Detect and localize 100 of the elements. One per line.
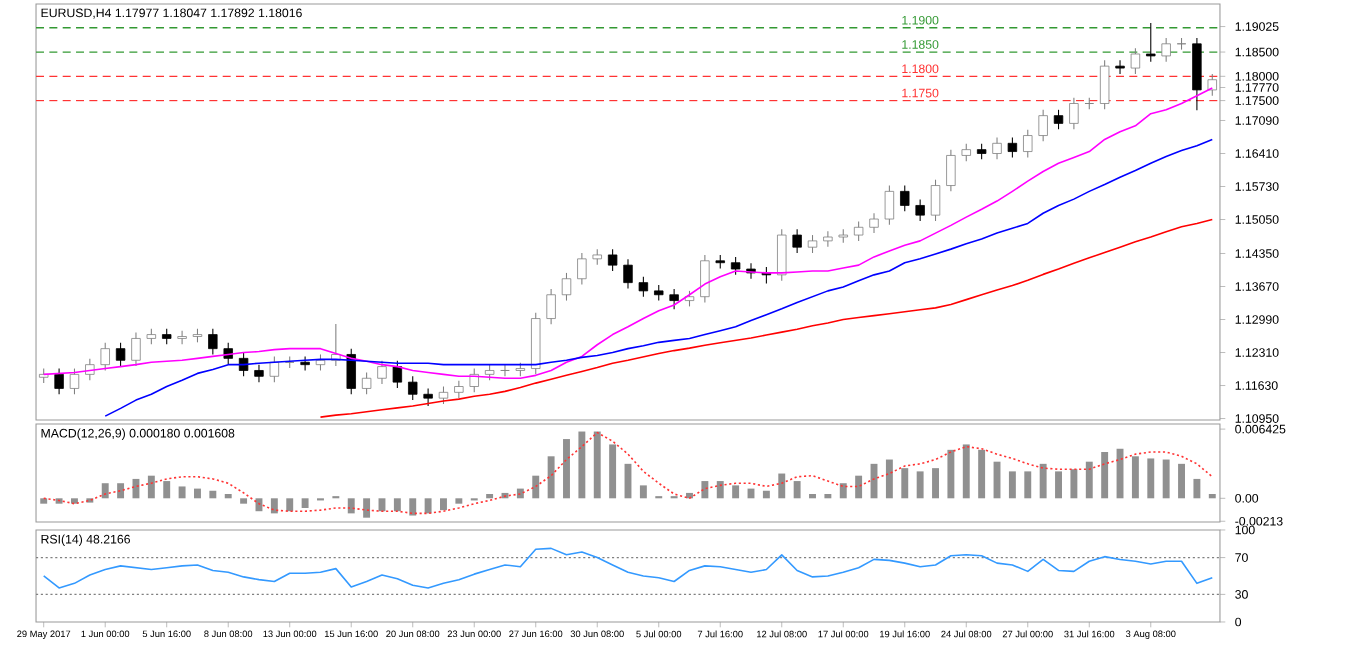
bar [839, 483, 847, 499]
candlestick [792, 228, 802, 254]
bar [947, 449, 955, 499]
bar [301, 498, 309, 508]
candlestick [100, 342, 110, 372]
bar [885, 459, 893, 499]
candlestick [1007, 136, 1018, 158]
candlestick [561, 272, 572, 302]
bar [701, 481, 709, 499]
bar [440, 498, 447, 511]
bar [1085, 461, 1093, 499]
candlestick [361, 371, 372, 395]
bar [716, 481, 724, 499]
bar [778, 473, 786, 499]
bar [1162, 459, 1170, 499]
bar [1101, 451, 1109, 499]
bar [824, 493, 832, 499]
candlestick [669, 288, 679, 310]
bar [486, 493, 494, 499]
candlestick [1023, 129, 1033, 158]
candlestick [454, 380, 464, 399]
candlestick [1207, 73, 1217, 97]
bar [1193, 478, 1201, 499]
candlestick [392, 360, 403, 389]
candlestick [177, 330, 187, 345]
candlestick [254, 364, 264, 383]
bar [1039, 463, 1047, 499]
bar [147, 475, 155, 499]
candlestick [884, 185, 895, 226]
candlestick [638, 276, 649, 298]
bar [793, 481, 801, 499]
bar [393, 498, 401, 512]
candlestick [1146, 22, 1156, 63]
bar [1147, 458, 1155, 499]
bar [1024, 471, 1032, 499]
bar [55, 498, 63, 504]
bar [593, 431, 601, 499]
bar [270, 498, 278, 514]
bar [762, 490, 770, 499]
candlestick [853, 220, 864, 242]
candlestick [700, 254, 710, 304]
candlestick [1038, 109, 1048, 142]
candlestick [930, 179, 941, 222]
candlestick [623, 258, 633, 289]
bar [962, 444, 970, 499]
candlestick [777, 228, 787, 282]
bar [916, 471, 924, 499]
bar [532, 475, 540, 499]
bar [1208, 493, 1216, 499]
bar [609, 444, 617, 499]
candlestick [607, 248, 618, 272]
bar [409, 498, 417, 516]
candlestick [115, 342, 126, 367]
bar [1178, 463, 1185, 499]
bar [809, 493, 816, 499]
candlestick [269, 355, 280, 383]
bar [1008, 471, 1016, 499]
bar [855, 475, 863, 499]
candlestick [1115, 59, 1125, 75]
bar [209, 490, 217, 499]
candlestick [1130, 47, 1141, 75]
candlestick [423, 387, 433, 407]
candlestick [69, 368, 80, 395]
candlestick [208, 328, 218, 356]
bar [224, 493, 232, 499]
bar [1070, 469, 1078, 499]
candlestick [408, 375, 418, 401]
candlestick [992, 136, 1002, 160]
bar [40, 498, 48, 504]
candlestick [131, 332, 141, 367]
bar [639, 485, 647, 499]
bar [163, 481, 171, 499]
bar [978, 449, 986, 499]
candlestick [823, 230, 833, 248]
candlestick [1053, 109, 1064, 130]
candlestick [915, 199, 925, 222]
candlestick [1161, 37, 1171, 63]
bar [455, 498, 463, 504]
bar [732, 485, 740, 499]
candlestick [1192, 37, 1202, 111]
bar [347, 498, 355, 514]
candlestick [346, 348, 356, 395]
bar [578, 431, 586, 499]
bar [1055, 471, 1062, 499]
candlestick [469, 368, 479, 393]
candlestick [869, 212, 879, 234]
candlestick [900, 185, 910, 212]
candlestick [300, 355, 310, 372]
bar [286, 498, 294, 512]
candlestick [546, 288, 556, 325]
bar [363, 498, 371, 518]
candlestick [1069, 97, 1079, 130]
candlestick [946, 149, 956, 192]
candlestick [577, 252, 587, 286]
bar [240, 498, 248, 504]
bar [424, 498, 432, 514]
candlestick [54, 368, 64, 395]
bar [901, 468, 909, 499]
bar [194, 488, 201, 499]
bar [547, 456, 555, 499]
